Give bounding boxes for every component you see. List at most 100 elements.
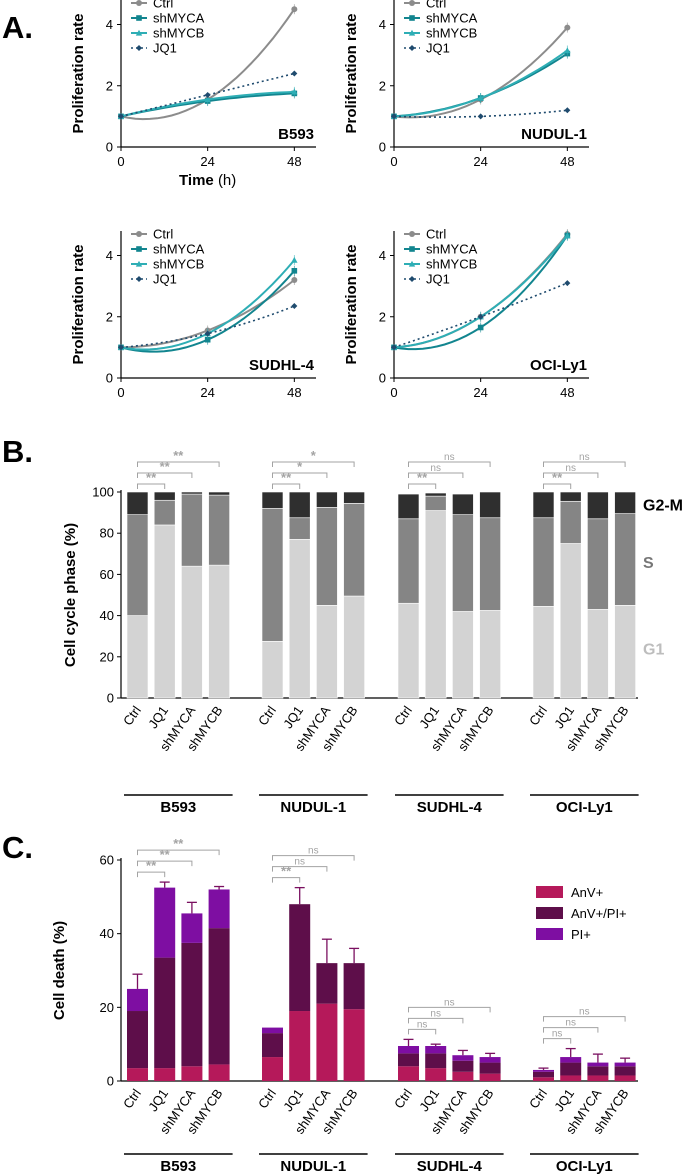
legend-label-shmyca: shMYCA	[153, 11, 205, 26]
legend-marker-shmyca	[409, 15, 415, 21]
bar-segment-anv-pi	[587, 1066, 609, 1076]
significance-label: ns	[579, 1007, 590, 1018]
bar-segment-anv	[127, 1068, 148, 1081]
significance-bracket	[543, 483, 572, 489]
bar-segment-pi	[614, 1062, 636, 1067]
category-label: Ctrl	[120, 1086, 144, 1111]
significance-label: **	[552, 470, 563, 485]
category-label: JQ1	[280, 1086, 306, 1114]
y-tick-label: 100	[92, 485, 114, 500]
significance-bracket	[543, 1027, 599, 1033]
bar-segment-s	[587, 518, 609, 610]
bar-segment-anv-pi	[533, 1071, 554, 1078]
x-tick-label: 0	[117, 385, 124, 400]
significance-label: **	[146, 470, 157, 485]
legend-marker-shmycb	[408, 260, 416, 267]
x-tick-label: 48	[287, 154, 301, 169]
legend-label-anv-pi: AnV+/PI+	[571, 906, 627, 921]
significance-label: ns	[430, 1008, 441, 1019]
bar-segment-s	[126, 514, 149, 616]
bar-segment-g2-m	[343, 491, 365, 504]
bar-segment-anv	[208, 1064, 230, 1081]
legend-label-ctrl: Ctrl	[426, 227, 446, 242]
bar-segment-g1	[479, 610, 501, 699]
legend-marker-shmycb	[408, 29, 416, 36]
significance-label: ns	[417, 1019, 428, 1030]
y-axis-label: Proliferation rate	[70, 244, 87, 364]
legend-label-jq1: JQ1	[153, 41, 177, 56]
data-point-shmycb	[204, 96, 211, 103]
data-point-shmycb	[564, 47, 571, 54]
group-label: NUDUL-1	[280, 1158, 346, 1174]
significance-label: **	[160, 459, 171, 474]
bar-segment-anv-pi	[343, 963, 365, 1010]
category-label: Ctrl	[391, 703, 415, 728]
bar-segment-g1	[343, 595, 365, 699]
data-point-jq1	[477, 113, 484, 120]
legend-marker-ctrl	[409, 0, 415, 6]
bar-segment-g1	[208, 564, 230, 699]
series-line-shmycb	[393, 49, 568, 118]
x-tick-label: 48	[287, 385, 301, 400]
panel-label-a: A.	[2, 10, 33, 45]
legend-marker-shmyca	[136, 15, 142, 21]
legend-label-jq1: JQ1	[426, 272, 450, 287]
significance-bracket	[408, 1017, 464, 1024]
significance-bracket	[272, 483, 301, 489]
category-label: JQ1	[145, 1086, 171, 1114]
category-label: JQ1	[280, 703, 306, 731]
chart-title: SUDHL-4	[249, 357, 315, 374]
bar-segment-anv	[425, 1068, 447, 1081]
legend-label-ctrl: Ctrl	[153, 0, 173, 11]
legend-marker-jq1	[136, 45, 142, 51]
legend-marker-shmycb	[135, 260, 143, 267]
data-point-jq1	[477, 313, 484, 320]
bar-segment-anv	[181, 1066, 203, 1081]
data-point-ctrl	[291, 6, 298, 13]
group-label: B593	[160, 799, 196, 816]
bar-segment-anv	[587, 1075, 609, 1081]
legend-swatch-anv	[536, 886, 563, 898]
bar-segment-s	[288, 517, 311, 540]
bar-segment-g2-m	[261, 491, 284, 509]
bar-segment-g2-m	[153, 491, 176, 501]
chart-title: B593	[278, 126, 314, 143]
bar-segment-s	[559, 500, 582, 544]
bar-segment-anv	[289, 1011, 311, 1081]
legend-marker-jq1	[409, 45, 415, 51]
group-label: OCI-Ly1	[556, 1158, 613, 1174]
y-tick-label: 2	[106, 78, 113, 93]
y-tick-label: 40	[100, 608, 114, 623]
y-axis-label: Cell death (%)	[51, 921, 68, 1020]
category-label: Ctrl	[526, 703, 550, 728]
bar-segment-anv-pi	[425, 1053, 447, 1069]
legend-label-ctrl: Ctrl	[153, 227, 173, 242]
x-axis-label: Time (h)	[179, 172, 236, 189]
bar-segment-pi	[533, 1069, 554, 1072]
bar-segment-g2-m	[397, 493, 420, 520]
x-tick-label: 24	[473, 385, 487, 400]
y-tick-label: 0	[379, 140, 386, 155]
bar-segment-anv	[479, 1073, 501, 1081]
legend-label-shmycb: shMYCB	[153, 26, 204, 41]
bar-segment-g1	[587, 609, 609, 699]
legend-label-jq1: JQ1	[426, 41, 450, 56]
group-label: NUDUL-1	[280, 799, 346, 816]
group-label: OCI-Ly1	[556, 799, 613, 816]
bar-segment-s	[532, 517, 555, 607]
significance-label: **	[281, 864, 292, 879]
legend-marker-shmyca	[136, 246, 142, 252]
category-label: JQ1	[416, 1086, 442, 1114]
significance-bracket	[543, 1016, 626, 1022]
phase-label-g1: G1	[643, 642, 664, 659]
significance-label: **	[146, 858, 157, 873]
legend-marker-ctrl	[136, 0, 142, 6]
significance-bracket	[543, 1038, 572, 1044]
significance-label: **	[281, 470, 292, 485]
bar-segment-anv-pi	[127, 1011, 148, 1069]
y-tick-label: 4	[106, 248, 113, 263]
bar-segment-g2-m	[587, 491, 609, 520]
